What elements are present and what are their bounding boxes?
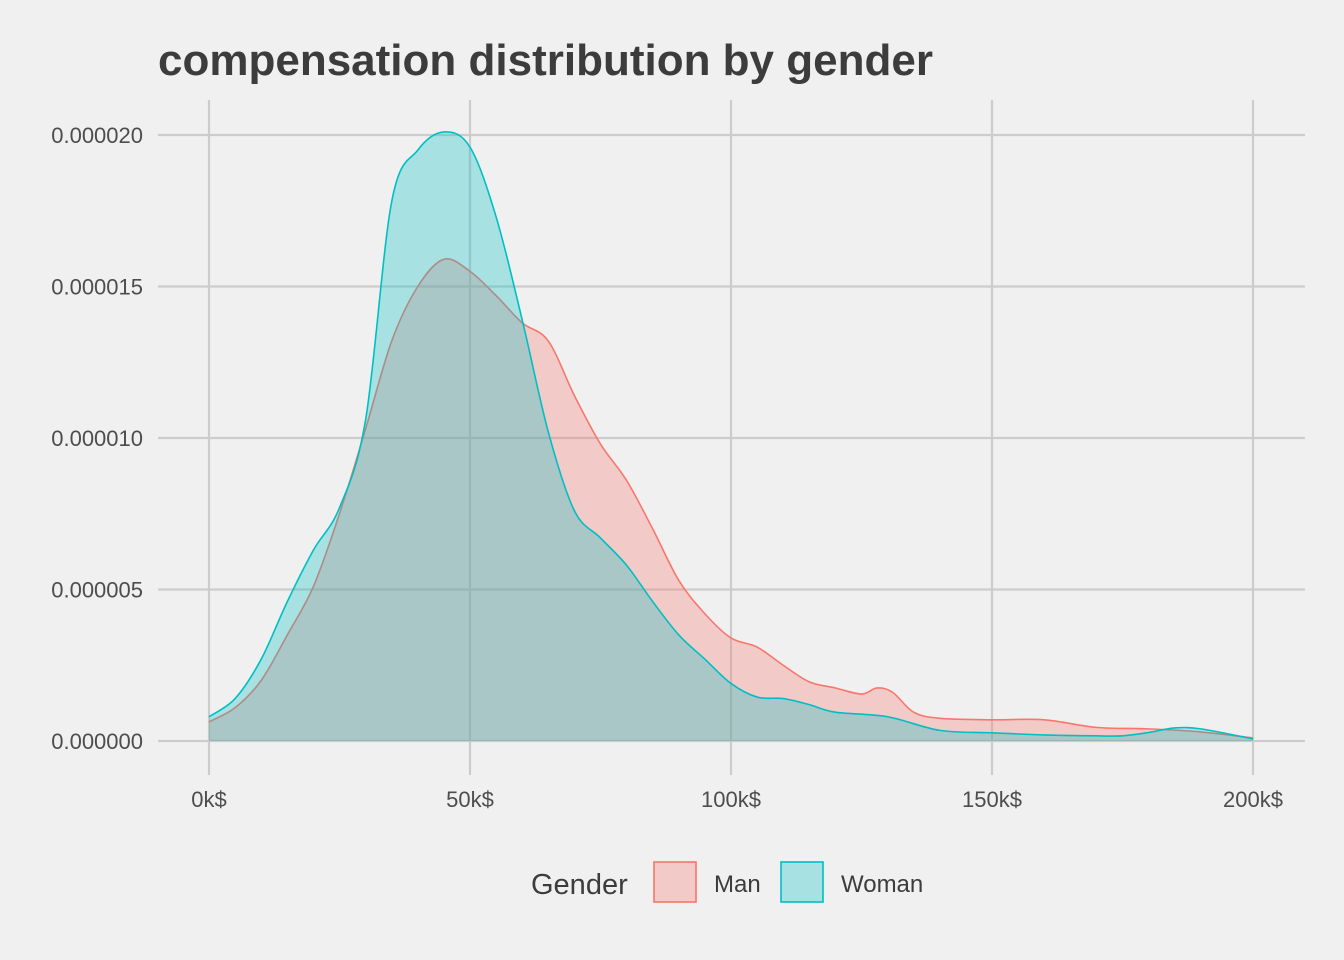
x-tick-label: 100k$ xyxy=(701,787,761,812)
gridlines xyxy=(158,100,1305,775)
legend-swatch-woman xyxy=(780,861,824,903)
legend-label-man: Man xyxy=(714,871,761,898)
legend: Gender Man Woman xyxy=(531,861,923,903)
y-tick-label: 0.000005 xyxy=(51,578,143,603)
x-tick-label: 50k$ xyxy=(446,787,494,812)
y-tick-label: 0.000020 xyxy=(51,123,143,148)
x-tick-label: 150k$ xyxy=(962,787,1022,812)
x-tick-label: 200k$ xyxy=(1223,787,1283,812)
chart-title: compensation distribution by gender xyxy=(158,36,933,85)
legend-title: Gender xyxy=(531,869,628,901)
legend-label-woman: Woman xyxy=(841,871,923,898)
y-axis: 0.000000 0.000005 0.000010 0.000015 0.000020 xyxy=(51,123,143,754)
density-areas xyxy=(208,131,1254,741)
density-line-woman xyxy=(208,131,1254,740)
legend-swatch-man xyxy=(653,861,697,903)
x-tick-label: 0k$ xyxy=(191,787,226,812)
y-tick-label: 0.000015 xyxy=(51,275,143,300)
density-area-woman xyxy=(209,131,1253,741)
x-axis: 0k$ 50k$ 100k$ 150k$ 200k$ xyxy=(191,787,1283,812)
y-tick-label: 0.000010 xyxy=(51,426,143,451)
density-area-man xyxy=(209,258,1253,741)
y-tick-label: 0.000000 xyxy=(51,729,143,754)
